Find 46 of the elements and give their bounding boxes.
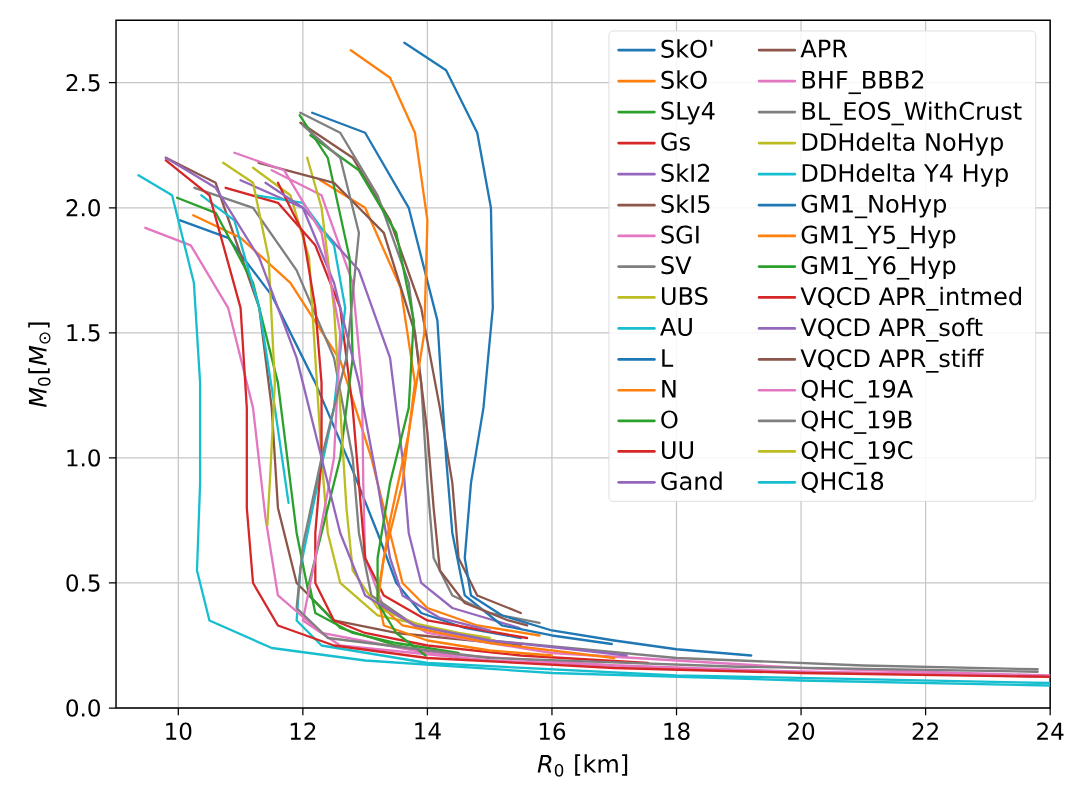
- legend-label: QHC_19A: [801, 379, 913, 404]
- legend-label: BHF_BBB2: [802, 70, 924, 95]
- legend-label: APR: [800, 39, 848, 58]
- legend-label: Gs: [661, 132, 690, 151]
- x-tick-label: 20: [788, 722, 815, 740]
- legend-label: VQCD APR_stiff: [800, 348, 984, 373]
- legend-label: SkI2: [661, 163, 710, 182]
- legend-label: AU: [660, 318, 692, 336]
- x-tick-label: 22: [912, 722, 938, 740]
- legend-label: SLy4: [661, 101, 715, 125]
- legend-label: SV: [661, 256, 692, 275]
- legend-label: VQCD APR_soft: [800, 317, 983, 342]
- legend-label: Gand: [661, 471, 722, 491]
- legend-label: GM1_Y6_Hyp: [801, 256, 956, 280]
- x-tick-label: 18: [664, 722, 690, 740]
- legend-label: SkO: [661, 70, 707, 89]
- x-axis-title: R$_{0}$ [km]: [537, 754, 628, 777]
- y-tick-label: 1.5: [67, 324, 100, 342]
- y-tick-label: 0.0: [66, 699, 100, 717]
- legend-label: QHC_19B: [801, 410, 912, 434]
- x-tick-label: 16: [539, 722, 566, 740]
- legend-label: DDHdelta NoHyp: [802, 132, 1003, 156]
- x-tick-label: 14: [415, 722, 441, 740]
- legend-label: DDHdelta Y4 Hyp: [802, 163, 1008, 187]
- legend-label: VQCD APR_intmed: [800, 286, 1021, 311]
- x-tick-label: 10: [166, 722, 192, 740]
- legend-label: GM1_Y5_Hyp: [801, 225, 956, 249]
- y-tick-label: 2.0: [66, 199, 100, 217]
- legend-label: L: [662, 349, 674, 367]
- legend-label: GM1_NoHyp: [801, 194, 946, 219]
- y-tick-label: 2.5: [66, 73, 100, 92]
- legend-label: UBS: [662, 286, 708, 305]
- legend-label: O: [661, 410, 678, 429]
- y-tick-label: 1.0: [67, 449, 100, 467]
- legend-label: SkI5: [661, 194, 710, 213]
- y-tick-label: 0.5: [66, 574, 100, 592]
- y-axis-title: M$_{0}$[M$_{⊙}$]: [28, 322, 51, 407]
- legend-label: SGI: [661, 225, 699, 244]
- legend-label: SkO': [661, 39, 713, 58]
- legend-label: N: [662, 379, 676, 398]
- legend-label: UU: [662, 441, 694, 459]
- legend-label: QHC_19C: [801, 440, 913, 465]
- legend-label: QHC18: [801, 471, 884, 493]
- legend-label: BL_EOS_WithCrust: [802, 101, 1022, 126]
- x-tick-label: 24: [1037, 722, 1064, 740]
- x-tick-label: 12: [290, 722, 316, 740]
